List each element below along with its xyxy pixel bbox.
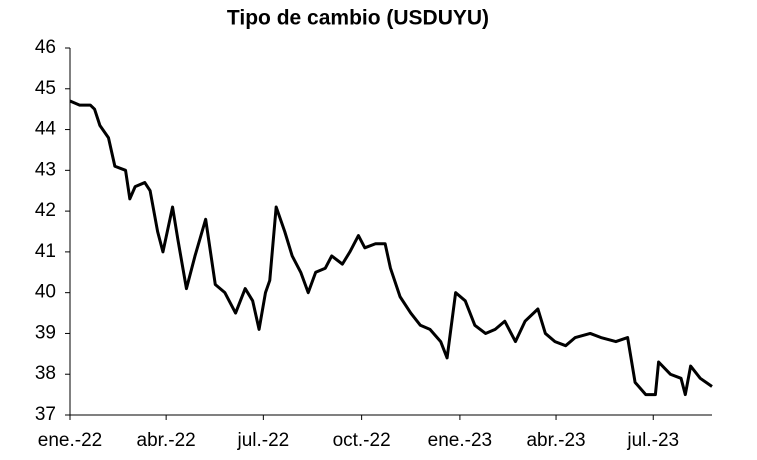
y-tick-label: 46 (35, 37, 56, 58)
y-tick-label: 39 (35, 322, 56, 343)
x-tick-label: oct.-22 (333, 430, 391, 451)
y-tick-label: 37 (35, 404, 56, 425)
x-tick-label: ene.-22 (38, 430, 102, 451)
y-tick-label: 43 (35, 159, 56, 180)
chart-title: Tipo de cambio (USDUYU) (227, 7, 489, 30)
y-tick-label: 40 (35, 282, 56, 303)
x-tick-label: jul.-23 (626, 430, 679, 451)
x-tick-label: ene.-23 (428, 430, 492, 451)
y-tick-label: 44 (35, 119, 57, 140)
x-tick-label: abr.-22 (137, 430, 196, 451)
series-line (69, 99, 713, 397)
y-tick-label: 42 (35, 200, 56, 221)
x-tick-label: jul.-22 (236, 430, 289, 451)
y-tick-label: 38 (35, 363, 56, 384)
y-tick-label: 41 (35, 241, 56, 262)
y-tick-label: 45 (35, 78, 56, 99)
x-tick-label: abr.-23 (526, 430, 585, 451)
